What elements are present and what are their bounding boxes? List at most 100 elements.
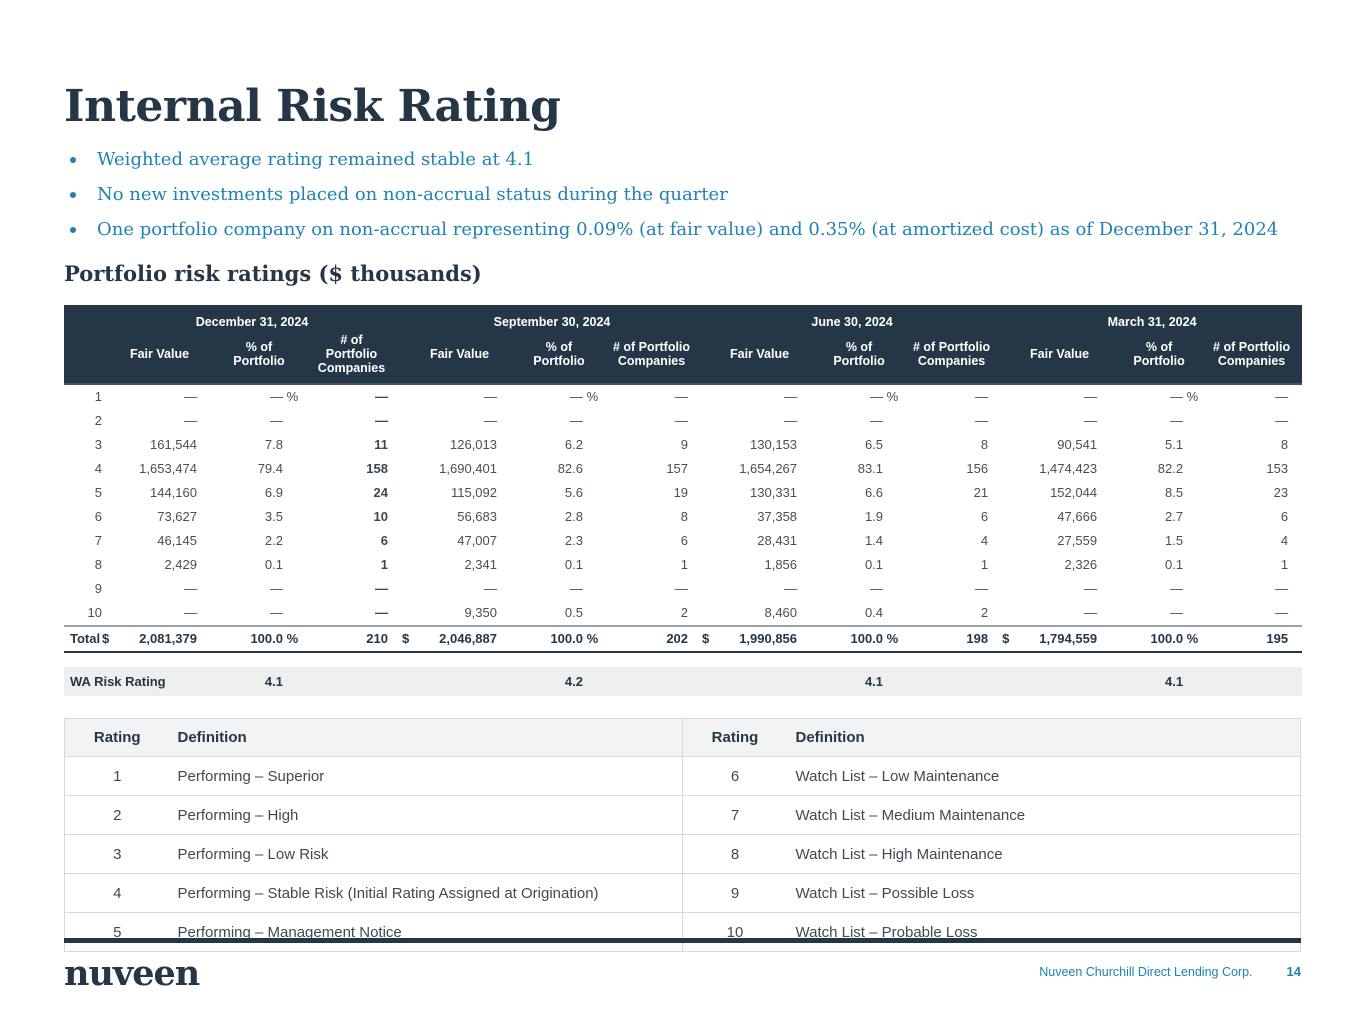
total-count-cell: 195: [1201, 625, 1303, 653]
company-count-cell: —: [975, 581, 989, 596]
risk-table-header: December 31, 2024 September 30, 2024 Jun…: [64, 305, 1303, 385]
section-heading: Portfolio risk ratings ($ thousands): [64, 261, 482, 286]
company-count-cell: 23: [1273, 485, 1289, 500]
period-header: June 30, 2024: [702, 305, 1003, 333]
table-row: 10 — — — 9,350 0.5 2 8,460 0.4 2 — — —: [64, 601, 1302, 626]
percent-sign: %: [1183, 631, 1199, 646]
total-fair-value-cell: $1,990,856: [702, 625, 818, 653]
company-count-cell: 24: [373, 485, 388, 500]
company-count-cell: —: [975, 389, 989, 404]
pct-portfolio-cell: 5.1: [1164, 437, 1184, 452]
pct-portfolio-cell: 83.1: [857, 461, 884, 476]
fair-value-cell: —: [1084, 581, 1098, 596]
company-count-cell: 2: [680, 605, 689, 620]
pct-portfolio-cell: 6.5: [864, 437, 884, 452]
definition-text: Watch List – Low Maintenance: [787, 756, 1301, 796]
company-count-cell: —: [675, 389, 689, 404]
table-row: 9 — — — — — — — — — — — —: [64, 577, 1302, 601]
definition-text: Performing – High: [169, 795, 682, 835]
fair-value-cell: —: [484, 389, 497, 404]
col-header-company-count: # of Portfolio Companies: [301, 333, 402, 385]
definition-rating: 9: [682, 873, 788, 913]
col-header-fair-value: Fair Value: [402, 333, 517, 385]
fair-value-cell: 144,160: [150, 485, 197, 500]
table-row: 3 161,544 7.8 11 126,013 6.2 9 130,153 6.5 8 90,54…: [64, 433, 1302, 457]
pct-portfolio-cell: —: [270, 605, 283, 620]
pct-portfolio-cell: 0.1: [864, 557, 884, 572]
currency-symbol: $: [402, 631, 410, 646]
pct-portfolio-cell: 82.6: [557, 461, 583, 476]
company-count-cell: —: [675, 581, 689, 596]
definitions-table-right: Rating Definition 6 Watch List – Low Main…: [682, 718, 1301, 952]
col-header-pct-portfolio: % of Portfolio: [1117, 333, 1202, 385]
definition-row: 7 Watch List – Medium Maintenance: [682, 795, 1301, 835]
def-header-definition: Definition: [169, 718, 682, 757]
table-row: 6 73,627 3.5 10 56,683 2.8 8 37,358 1.9 6 47,666 2.…: [64, 505, 1302, 529]
fair-value-cell: 1,690,401: [439, 461, 497, 476]
page-number: 14: [1286, 964, 1301, 979]
col-header-fair-value: Fair Value: [102, 333, 217, 385]
definition-rating: 8: [682, 834, 788, 874]
fair-value-cell: —: [184, 581, 197, 596]
company-count-cell: —: [1275, 605, 1289, 620]
total-fair-value-cell: $1,794,559: [1002, 625, 1118, 653]
footer-divider: [64, 938, 1301, 943]
fair-value-cell: —: [184, 389, 197, 404]
wa-empty-cell: [901, 667, 1003, 696]
wa-empty-cell: [301, 667, 402, 696]
col-header-company-count: # of Portfolio Companies: [601, 333, 703, 385]
total-row: Total $2,081,379 100.0 % 210 $2,046,887 100.0…: [64, 625, 1303, 653]
row-rating: 2: [94, 413, 102, 428]
nuveen-logo: nuveen: [64, 953, 200, 994]
pct-portfolio-cell: —: [270, 413, 283, 428]
fair-value-cell: 1,474,423: [1039, 461, 1098, 476]
fair-value-cell: 27,559: [1057, 533, 1098, 548]
fair-value-cell: 47,007: [457, 533, 497, 548]
pct-portfolio-cell: 6.6: [864, 485, 884, 500]
total-pct-cell: 100.0 %: [217, 625, 301, 653]
percent-sign: %: [583, 631, 599, 646]
table-row: 1 — — % — — — % — — — % — — — % —: [64, 384, 1302, 409]
wa-empty-cell: [702, 667, 818, 696]
pct-portfolio-cell: 2.2: [264, 533, 283, 548]
fair-value-cell: 1,654,267: [739, 461, 798, 476]
company-count-cell: —: [375, 605, 388, 620]
fair-value-cell: 1,856: [764, 557, 798, 572]
risk-ratings-table: December 31, 2024 September 30, 2024 Jun…: [64, 305, 1303, 696]
header-corner-cell: [64, 305, 102, 385]
company-count-cell: —: [375, 389, 388, 404]
table-row: 8 2,429 0.1 1 2,341 0.1 1 1,856 0.1 1 2,326 0.1 1: [64, 553, 1302, 577]
wa-empty-cell: [1201, 667, 1303, 696]
period-header: March 31, 2024: [1002, 305, 1303, 333]
wa-value-cell: 4.1: [817, 667, 902, 696]
fair-value-cell: 115,092: [450, 485, 497, 500]
wa-empty-cell: [402, 667, 517, 696]
col-header-pct-portfolio: % of Portfolio: [217, 333, 301, 385]
row-rating: 9: [94, 581, 102, 596]
row-rating: 7: [94, 533, 102, 548]
fair-value-cell: 56,683: [457, 509, 497, 524]
pct-portfolio-cell: —: [1170, 413, 1184, 428]
definition-rating: 2: [64, 795, 170, 835]
company-count-cell: 1: [980, 557, 989, 572]
pct-portfolio-cell: — %: [517, 384, 601, 409]
pct-portfolio-cell: —: [270, 581, 283, 596]
fair-value-cell: —: [1084, 605, 1098, 620]
fair-value-cell: —: [784, 413, 798, 428]
company-count-cell: 156: [966, 461, 989, 476]
pct-portfolio-cell: —: [1170, 581, 1184, 596]
wa-empty-cell: [1002, 667, 1118, 696]
wa-risk-rating-row: WA Risk Rating 4.1 4.2 4.1 4.1: [64, 667, 1303, 696]
wa-value-cell: 4.1: [217, 667, 301, 696]
pct-portfolio-cell: 5.6: [564, 485, 583, 500]
fair-value-cell: 28,431: [757, 533, 798, 548]
fair-value-cell: —: [1084, 413, 1098, 428]
col-header-company-count: # of Portfolio Companies: [901, 333, 1003, 385]
fair-value-cell: 47,666: [1057, 509, 1098, 524]
wa-value-cell: 4.1: [1117, 667, 1202, 696]
fair-value-cell: —: [184, 413, 197, 428]
col-header-pct-portfolio: % of Portfolio: [817, 333, 902, 385]
company-count-cell: 2: [980, 605, 989, 620]
fair-value-cell: 73,627: [157, 509, 197, 524]
total-count-cell: 198: [901, 625, 1003, 653]
